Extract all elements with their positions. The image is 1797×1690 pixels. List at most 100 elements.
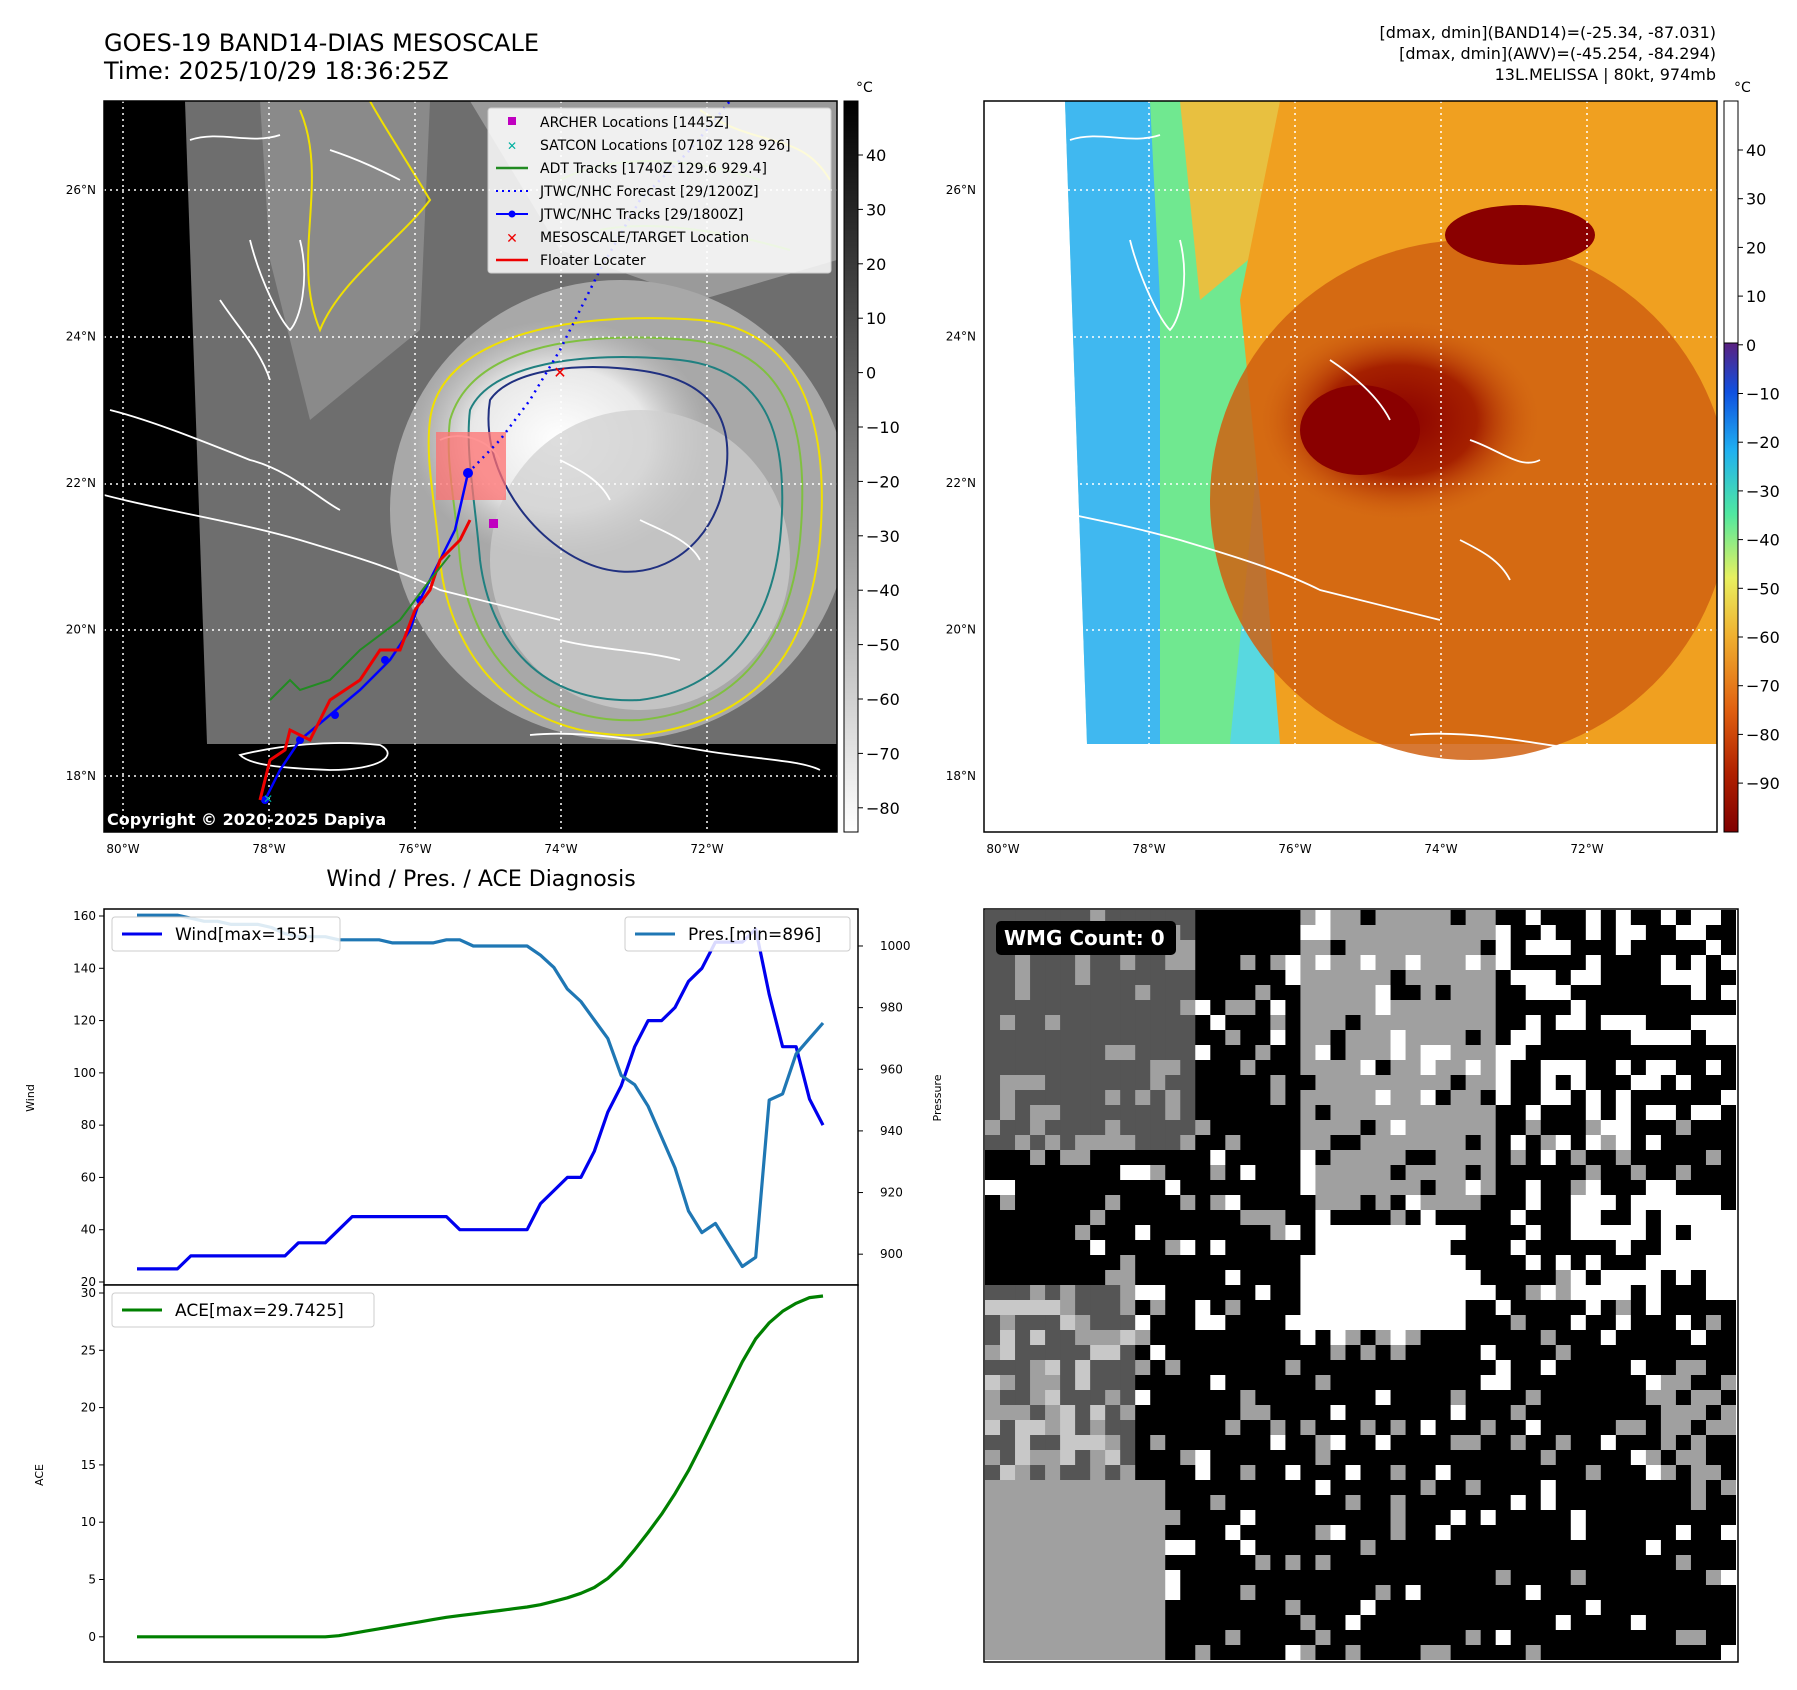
wmg-pixel [1390,1615,1407,1631]
wmg-pixel [1195,1480,1211,1496]
wmg-pixel [1360,1270,1377,1286]
wmg-pixel [1210,1195,1226,1211]
wmg-pixel [1480,1315,1497,1331]
wmg-pixel [1120,1225,1136,1241]
wmg-pixel [1555,1405,1572,1421]
wmg-pixel [1375,1210,1392,1226]
wmg-pixel [1270,1120,1286,1136]
wmg-pixel [1045,1090,1061,1106]
wmg-pixel [1600,1495,1617,1511]
wmg-pixel [1690,1570,1707,1586]
wmg-pixel [1120,955,1136,971]
wmg-pixel [1615,1180,1632,1196]
wmg-pixel [1045,1120,1061,1136]
wmg-pixel [1465,1345,1482,1361]
wmg-pixel [1570,1330,1587,1346]
wmg-pixel [1240,1255,1256,1271]
wmg-pixel [985,1225,1001,1241]
wmg-pixel [1600,925,1617,941]
wmg-pixel [1390,1525,1407,1541]
wmg-pixel [985,1375,1001,1391]
wmg-pixel [1495,1480,1512,1496]
wmg-pixel [1165,1480,1181,1496]
wmg-pixel [1090,1375,1106,1391]
wmg-pixel [1180,1540,1196,1556]
wmg-pixel [1015,1405,1031,1421]
wmg-pixel [1375,1195,1392,1211]
wmg-pixel [1345,1315,1362,1331]
wmg-pixel [985,1570,1001,1586]
wmg-pixel [1150,1210,1166,1226]
wmg-pixel [1150,1465,1166,1481]
wmg-pixel [1120,1270,1136,1286]
wmg-pixel [1240,1630,1256,1646]
wmg-pixel [1645,1270,1662,1286]
wmg-pixel [1705,1195,1722,1211]
wmg-pixel [1480,1615,1497,1631]
wmg-pixel [1165,1180,1181,1196]
colorbar-tick-label: −70 [1746,677,1780,696]
wmg-pixel [1465,1465,1482,1481]
wmg-pixel [1210,1180,1226,1196]
wmg-pixel [1690,1105,1707,1121]
wmg-pixel [1690,1000,1707,1016]
wmg-pixel [985,1015,1001,1031]
wmg-pixel [1450,1405,1467,1421]
wmg-pixel [1285,1330,1302,1346]
wmg-pixel [1480,925,1497,941]
colorbar-tick-label: −10 [866,418,900,437]
wmg-pixel [1555,1060,1572,1076]
wmg-pixel [1450,1645,1467,1660]
wmg-pixel [1435,1540,1452,1556]
wmg-pixel [1495,1420,1512,1436]
wmg-pixel [1180,970,1196,986]
wmg-pixel [1345,1375,1362,1391]
wmg-pixel [1135,1120,1151,1136]
wmg-pixel [1690,940,1707,956]
wmg-pixel [1090,1615,1106,1631]
wmg-pixel [1435,1405,1452,1421]
wmg-pixel [1675,1525,1692,1541]
wmg-pixel [1675,1105,1692,1121]
wmg-pixel [1090,1300,1106,1316]
wmg-pixel [1480,1180,1497,1196]
wmg-pixel [1555,1510,1572,1526]
wmg-pixel [1135,1405,1151,1421]
wmg-pixel [1030,1075,1046,1091]
wmg-pixel [1315,1075,1332,1091]
wmg-pixel [1300,1255,1317,1271]
wmg-pixel [1210,1270,1226,1286]
wmg-pixel [1240,1285,1256,1301]
wmg-pixel [1240,1540,1256,1556]
wmg-pixel [1450,940,1467,956]
wmg-pixel [1630,1450,1647,1466]
wmg-pixel [1660,955,1677,971]
wmg-pixel [1525,1450,1542,1466]
wmg-pixel [1165,1075,1181,1091]
wmg-pixel [1645,1195,1662,1211]
wmg-pixel [1150,1600,1166,1616]
wmg-pixel [1345,1105,1362,1121]
wmg-pixel [1450,1600,1467,1616]
wmg-pixel [1390,1390,1407,1406]
wmg-pixel [1705,1450,1722,1466]
wmg-pixel [1720,1210,1736,1226]
wmg-pixel [1105,985,1121,1001]
wmg-pixel [1075,1630,1091,1646]
wmg-pixel [1390,1630,1407,1646]
wind-pressure-frame [103,908,859,1286]
wmg-pixel [1495,1270,1512,1286]
wmg-pixel [1300,1345,1317,1361]
wmg-pixel [1165,1495,1181,1511]
wmg-pixel [1360,910,1377,926]
wmg-pixel [1000,1180,1016,1196]
wmg-pixel [1615,925,1632,941]
wmg-pixel [1465,1015,1482,1031]
wmg-pixel [1300,1300,1317,1316]
wmg-pixel [1555,1420,1572,1436]
wmg-pixel [1420,1480,1437,1496]
wmg-pixel [1570,1015,1587,1031]
wmg-pixel [1285,1255,1302,1271]
wmg-pixel [1330,1075,1347,1091]
wmg-pixel [1180,1525,1196,1541]
